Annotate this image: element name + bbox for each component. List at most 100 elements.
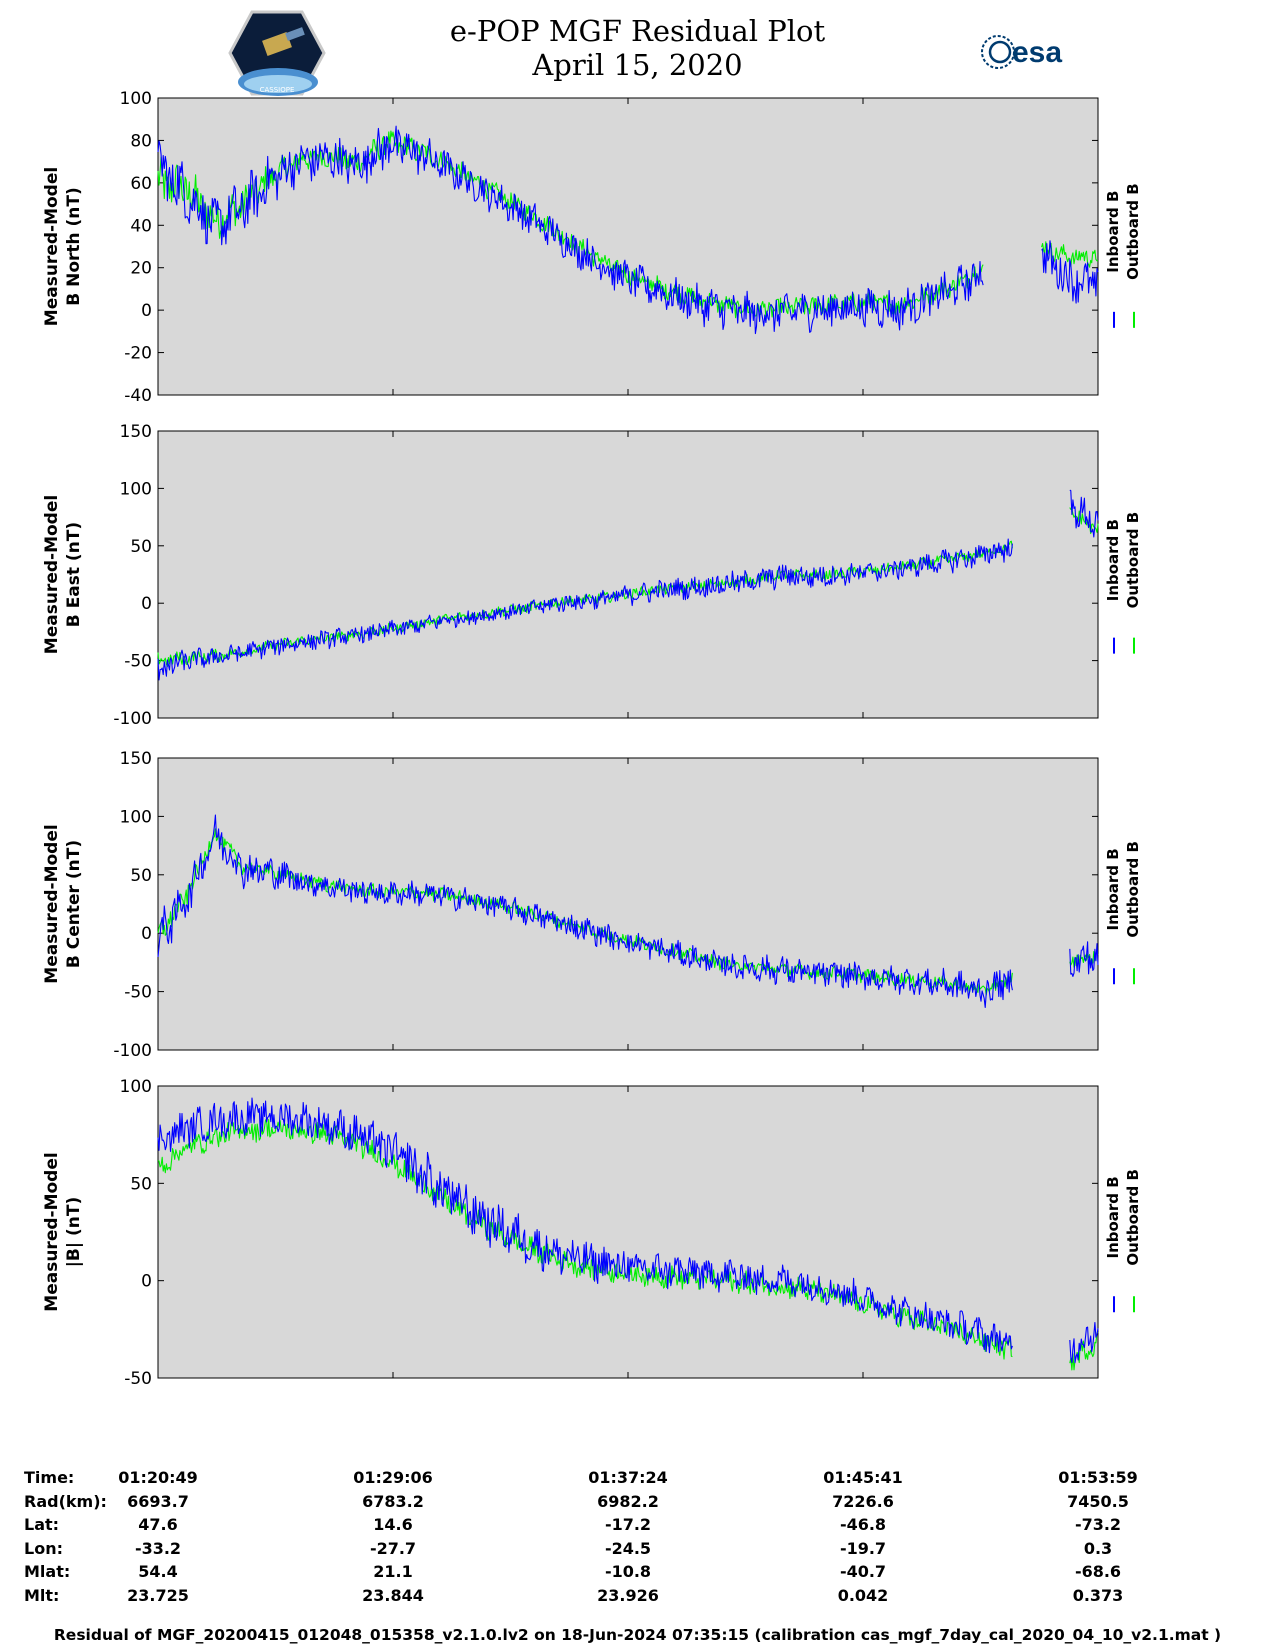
- ephemeris-value: 54.4: [138, 1562, 178, 1582]
- ephemeris-label: Rad(km):: [24, 1491, 107, 1511]
- y-axis-label: B East (nT): [64, 522, 84, 627]
- legend-label: Inboard B: [1104, 519, 1122, 601]
- series-line-inboard-b: [157, 125, 1099, 335]
- series-line-inboard-b: [157, 814, 1099, 1008]
- y-tick-label: 20: [130, 259, 152, 279]
- legend-label: Inboard B: [1104, 1176, 1122, 1258]
- y-tick-label: 100: [120, 89, 152, 109]
- y-tick-label: -20: [124, 344, 152, 364]
- y-tick-label: 150: [120, 749, 152, 769]
- chart-panel-1: 100 80 60 40 20 0 -20 -40 Measured-Model B North …: [42, 89, 1142, 406]
- ephemeris-row: Mlat: 54.4 21.1 -10.8 -40.7 -68.6: [0, 1562, 1275, 1586]
- ephemeris-value: 01:37:24: [588, 1468, 668, 1487]
- y-tick-label: 80: [130, 131, 152, 151]
- ephemeris-value: 0.373: [1072, 1586, 1124, 1605]
- y-axis-label: B Center (nT): [64, 840, 84, 968]
- legend-label: Outboard B: [1124, 1169, 1142, 1266]
- y-tick-label: 60: [130, 174, 152, 194]
- ephemeris-value: 23.844: [362, 1586, 424, 1605]
- legend-label: Outboard B: [1124, 512, 1142, 609]
- legend-label: Inboard B: [1104, 848, 1122, 930]
- ephemeris-label: Time:: [24, 1468, 75, 1487]
- ephemeris-row: Lon: -33.2 -27.7 -24.5 -19.7 0.3: [0, 1539, 1275, 1563]
- ephemeris-row: Lat: 47.6 14.6 -17.2 -46.8 -73.2: [0, 1515, 1275, 1539]
- ephemeris-label: Lat:: [24, 1515, 60, 1535]
- y-axis-label: Measured-Model: [42, 824, 62, 983]
- y-tick-label: 50: [130, 537, 152, 557]
- ephemeris-row: Rad(km): 6693.7 6783.2 6982.2 7226.6 7450.5: [0, 1492, 1275, 1516]
- y-tick-label: 0: [141, 1272, 152, 1292]
- ephemeris-value: 7226.6: [832, 1491, 894, 1511]
- plot-area: [157, 430, 1099, 719]
- y-tick-label: 150: [120, 422, 152, 442]
- y-tick-label: -100: [113, 709, 152, 729]
- ephemeris-row: Mlt: 23.725 23.844 23.926 0.042 0.373: [0, 1586, 1275, 1610]
- y-tick-label: -50: [124, 983, 152, 1003]
- y-tick-label: 100: [120, 479, 152, 499]
- ephemeris-value: -19.7: [839, 1538, 887, 1558]
- ephemeris-value: 0.042: [837, 1586, 889, 1605]
- y-tick-label: 50: [130, 866, 152, 886]
- ephemeris-value: 6693.7: [127, 1491, 189, 1511]
- legend-label: Outboard B: [1124, 841, 1142, 938]
- esa-logo: esa: [981, 35, 1062, 69]
- footer-text: Residual of MGF_20200415_012048_015358_v…: [53, 1626, 1222, 1644]
- ephemeris-value: -17.2: [604, 1515, 652, 1535]
- y-tick-label: 100: [120, 807, 152, 827]
- ephemeris-label: Lon:: [24, 1538, 63, 1558]
- ephemeris-value: -68.6: [1074, 1562, 1122, 1582]
- ephemeris-value: 01:20:49: [118, 1468, 198, 1487]
- chart-panel-3: 150 100 50 0 -50 -100 Measured-Model B Center (…: [42, 749, 1142, 1061]
- y-axis-label: B North (nT): [64, 187, 84, 306]
- ephemeris-value: 01:29:06: [353, 1468, 433, 1487]
- y-tick-label: 0: [141, 924, 152, 944]
- esa-logo-text: esa: [1012, 36, 1062, 69]
- y-axis-label: |B| (nT): [64, 1197, 84, 1268]
- ephemeris-value: -24.5: [604, 1538, 652, 1558]
- chart-panel-4: 100 50 0 -50 Measured-Model |B| (nT) Inboard B…: [42, 1077, 1142, 1389]
- ephemeris-value: 7450.5: [1067, 1491, 1129, 1511]
- series-line-outboard-b: [157, 507, 1099, 668]
- plot-area: [157, 757, 1099, 1051]
- series-line-inboard-b: [157, 489, 1099, 681]
- y-tick-label: -50: [124, 1369, 152, 1389]
- chart-panel-2: 150 100 50 0 -50 -100 Measured-Model B East (nT…: [42, 422, 1142, 729]
- ephemeris-value: 6783.2: [362, 1491, 424, 1511]
- y-axis-label: Measured-Model: [42, 495, 62, 654]
- ephemeris-value: 21.1: [373, 1562, 413, 1582]
- ephemeris-row: Time: 01:20:49 01:29:06 01:37:24 01:45:41 01:…: [0, 1468, 1275, 1492]
- y-axis-label: Measured-Model: [42, 1152, 62, 1311]
- y-tick-label: 0: [141, 301, 152, 321]
- chart-title-text: e-POP MGF Residual Plot: [449, 14, 826, 48]
- y-tick-label: 50: [130, 1174, 152, 1194]
- ephemeris-value: -46.8: [839, 1515, 887, 1535]
- ephemeris-table: Time: 01:20:49 01:29:06 01:37:24 01:45:41 01:…: [0, 1468, 1275, 1628]
- y-tick-label: -40: [124, 386, 152, 406]
- ephemeris-value: -40.7: [839, 1562, 887, 1582]
- y-tick-label: -100: [113, 1041, 152, 1061]
- cassiope-logo-text: CASSIOPE: [260, 86, 295, 94]
- legend-label: Outboard B: [1124, 183, 1142, 280]
- legend-label: Inboard B: [1104, 191, 1122, 273]
- ephemeris-value: 23.725: [127, 1586, 189, 1605]
- ephemeris-label: Mlt:: [24, 1586, 60, 1605]
- ephemeris-value: 6982.2: [597, 1491, 659, 1511]
- ephemeris-value: -33.2: [134, 1538, 182, 1558]
- plot-area: [157, 97, 1099, 396]
- ephemeris-value: 47.6: [138, 1515, 178, 1535]
- chart-date: April 15, 2020: [532, 48, 743, 82]
- chart-title: e-POP MGF Residual Plot April 15, 2020: [0, 14, 1275, 82]
- y-tick-label: 0: [141, 594, 152, 614]
- ephemeris-value: -27.7: [369, 1538, 417, 1558]
- ephemeris-value: 01:53:59: [1058, 1468, 1138, 1487]
- y-axis-label: Measured-Model: [42, 167, 62, 326]
- ephemeris-value: 0.3: [1083, 1538, 1113, 1558]
- ephemeris-value: 23.926: [597, 1586, 659, 1605]
- ephemeris-value: 14.6: [373, 1515, 413, 1535]
- cassiope-logo: CASSIOPE: [228, 10, 326, 96]
- ephemeris-value: -10.8: [604, 1562, 652, 1582]
- y-tick-label: 100: [120, 1077, 152, 1097]
- y-tick-label: -50: [124, 652, 152, 672]
- series-line-inboard-b: [157, 1097, 1099, 1364]
